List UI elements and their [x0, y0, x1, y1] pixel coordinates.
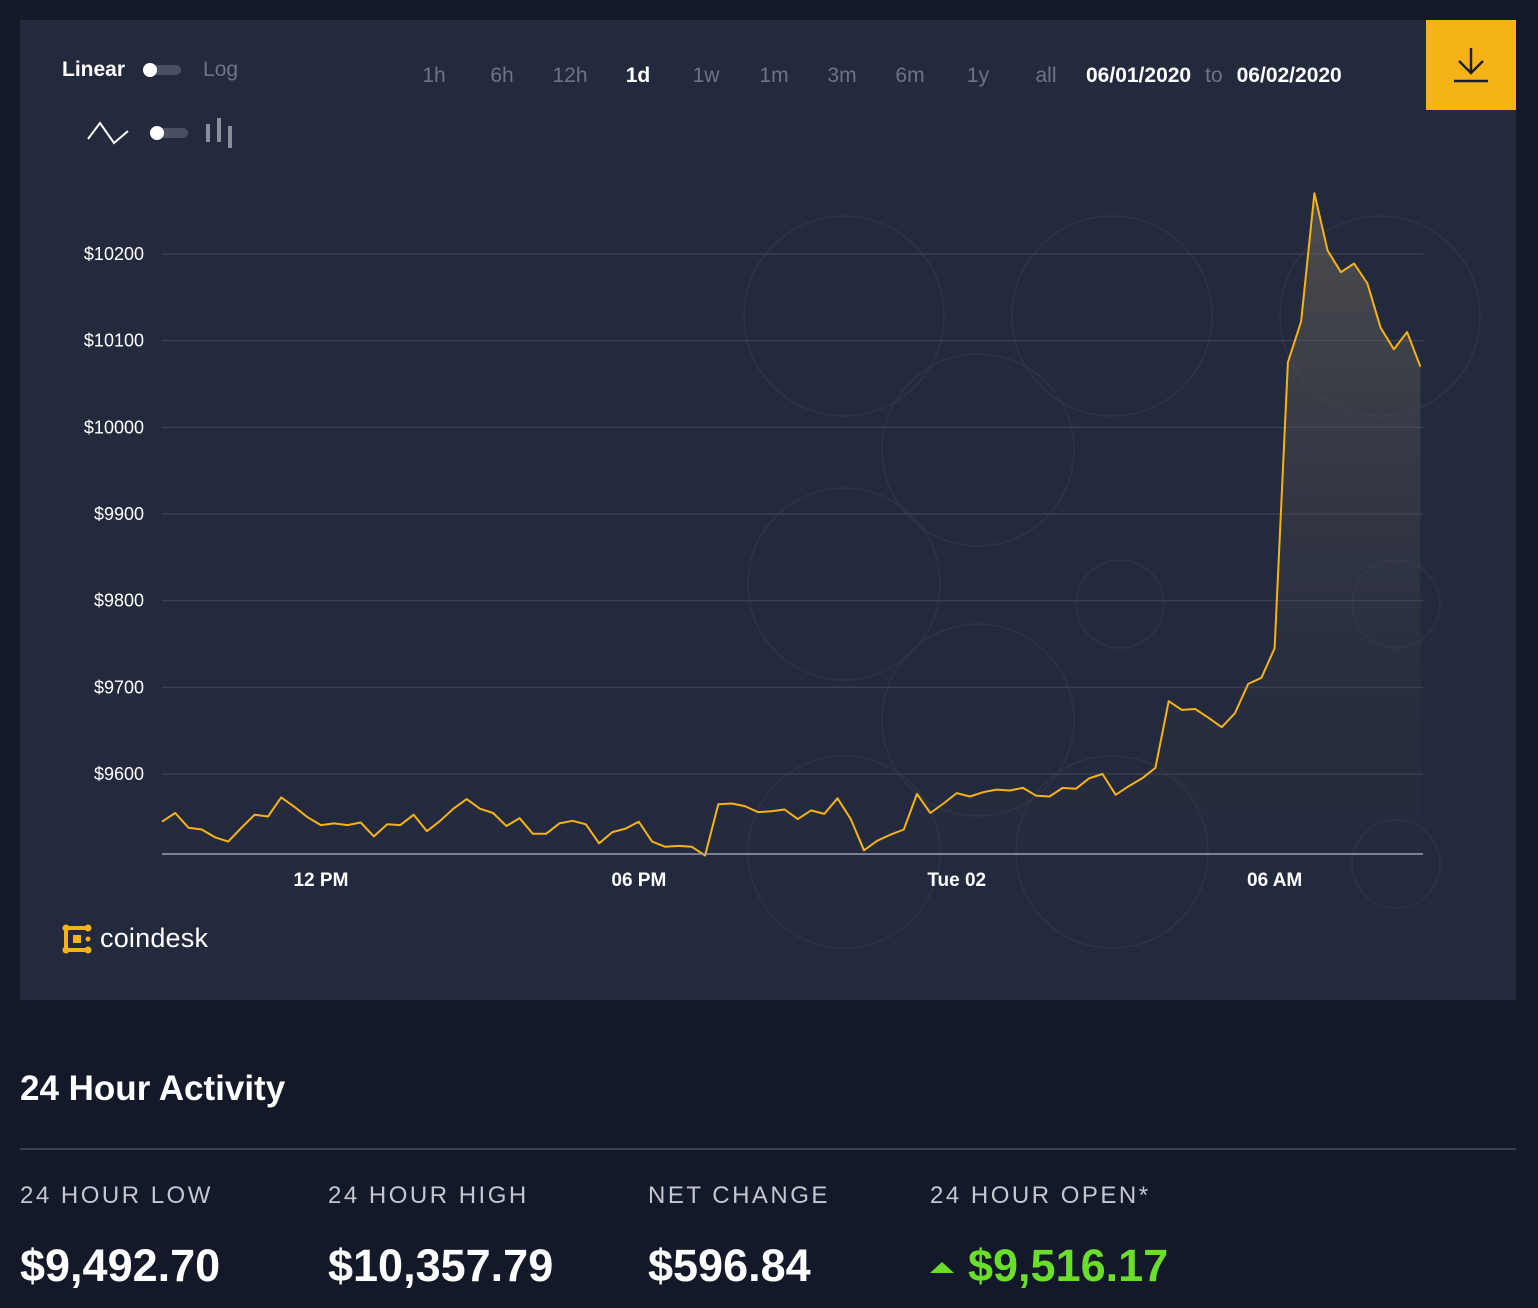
- y-tick-label: $10100: [84, 331, 144, 351]
- y-tick-label: $10000: [84, 417, 144, 437]
- arrow-up-icon: [930, 1261, 954, 1273]
- download-icon: [1454, 48, 1488, 83]
- y-tick-label: $9700: [94, 677, 144, 697]
- range-all[interactable]: all: [1035, 64, 1057, 87]
- range-1d[interactable]: 1d: [625, 64, 651, 87]
- date-to[interactable]: 06/02/2020: [1236, 64, 1342, 87]
- range-1m[interactable]: 1m: [759, 64, 789, 87]
- activity-title: 24 Hour Activity: [20, 1069, 286, 1108]
- stat-net-change: NET CHANGE $596.84: [648, 1182, 830, 1292]
- date-range-separator: to: [1205, 64, 1223, 87]
- range-6h[interactable]: 6h: [490, 64, 514, 87]
- x-axis-labels: 12 PM 06 PM Tue 02 06 AM: [293, 870, 1302, 891]
- y-tick-label: $9800: [94, 591, 144, 611]
- range-3m[interactable]: 3m: [827, 64, 857, 87]
- price-area-fill: [162, 193, 1421, 856]
- range-1h[interactable]: 1h: [422, 64, 446, 87]
- y-tick-label: $9600: [94, 764, 144, 784]
- activity-divider: [20, 1148, 1516, 1150]
- bar-chart-icon[interactable]: [206, 118, 234, 148]
- x-tick-label: 06 AM: [1247, 870, 1302, 891]
- chart-panel: $9600 $9700 $9800 $9900 $10000 $10100 $10200 1…: [20, 20, 1516, 1000]
- stat-label: 24 HOUR LOW: [20, 1182, 213, 1209]
- stat-label: 24 HOUR HIGH: [328, 1182, 529, 1209]
- price-chart: $9600 $9700 $9800 $9900 $10000 $10100 $10200 1…: [84, 192, 1481, 949]
- scale-toggle[interactable]: Linear Log: [62, 54, 238, 86]
- stat-label: 24 HOUR OPEN*: [930, 1182, 1151, 1209]
- x-tick-label: 06 PM: [611, 870, 666, 891]
- chart-type-switch-knob: [150, 126, 164, 140]
- stat-label: NET CHANGE: [648, 1182, 830, 1209]
- coindesk-logo: coindesk: [62, 923, 208, 954]
- download-button[interactable]: [1426, 20, 1516, 110]
- range-1y[interactable]: 1y: [966, 64, 990, 87]
- range-selector: 1h 6h 12h 1d 1w 1m 3m 6m 1y all 06/01/20…: [400, 60, 1342, 92]
- date-from[interactable]: 06/01/2020: [1086, 64, 1192, 87]
- x-tick-label: 12 PM: [293, 870, 348, 891]
- stat-24h-low: 24 HOUR LOW $9,492.70: [20, 1182, 220, 1292]
- price-line: [161, 192, 1422, 857]
- line-chart-icon[interactable]: [86, 119, 130, 147]
- stat-24h-open: 24 HOUR OPEN* $9,516.17: [930, 1182, 1168, 1292]
- scale-linear-label[interactable]: Linear: [62, 58, 126, 81]
- scale-switch[interactable]: [143, 63, 182, 77]
- coindesk-logo-icon: [62, 924, 92, 953]
- range-1w[interactable]: 1w: [692, 64, 720, 87]
- stat-value: $9,492.70: [20, 1240, 221, 1291]
- chart-type-switch[interactable]: [150, 126, 188, 140]
- stat-value: $10,357.79: [328, 1240, 554, 1291]
- stat-value-positive: $9,516.17: [930, 1240, 1168, 1292]
- y-tick-label: $9900: [94, 504, 144, 524]
- scale-log-label[interactable]: Log: [203, 58, 239, 81]
- coindesk-logo-text: coindesk: [100, 923, 209, 953]
- y-tick-label: $10200: [84, 244, 144, 264]
- y-axis-labels: $9600 $9700 $9800 $9900 $10000 $10100 $10200: [84, 244, 144, 784]
- scale-switch-knob: [143, 63, 158, 77]
- range-6m[interactable]: 6m: [895, 64, 925, 87]
- chart-type-toggle[interactable]: [86, 117, 234, 149]
- stat-value: $596.84: [648, 1240, 811, 1291]
- range-12h[interactable]: 12h: [552, 64, 588, 87]
- grid-lines: [162, 253, 1423, 775]
- stat-value-text: $9,516.17: [968, 1240, 1169, 1291]
- stat-24h-high: 24 HOUR HIGH $10,357.79: [328, 1182, 553, 1292]
- x-tick-label: Tue 02: [927, 870, 986, 891]
